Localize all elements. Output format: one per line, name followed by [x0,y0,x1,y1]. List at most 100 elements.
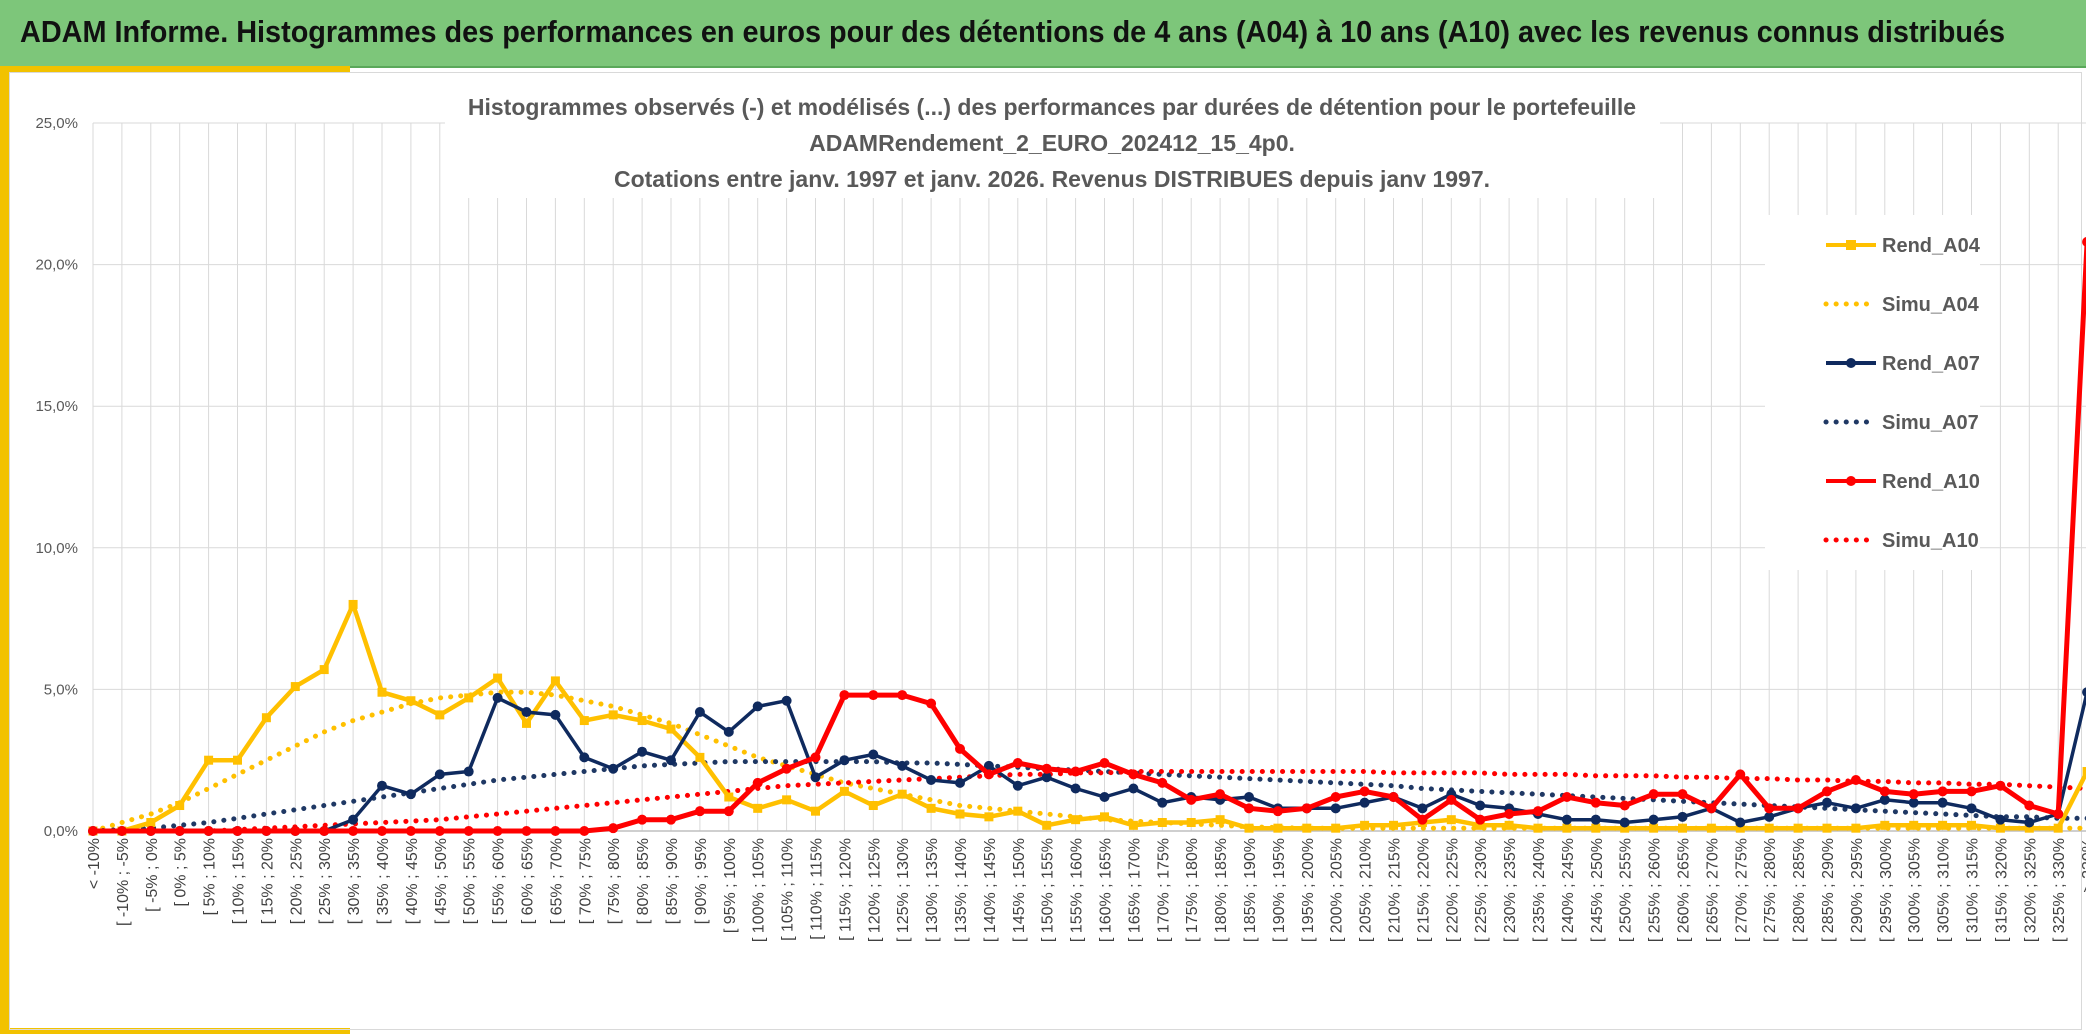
data-point [1042,820,1052,830]
data-point [1591,823,1601,833]
data-point [1648,789,1659,800]
header-banner: ADAM Informe. Histogrammes des performan… [0,0,2086,68]
data-point [1301,803,1312,814]
x-tick-label: [ 105% ; 110% [780,838,797,941]
x-tick-label: [ 275% ; 280% [1762,838,1779,942]
data-point [926,803,936,813]
x-tick-label: [ 160% ; 165% [1098,838,1115,942]
data-point [984,812,994,822]
data-point [810,752,821,763]
data-point [1128,820,1138,830]
legend-item-Rend_A10: Rend_A10 [1826,471,1980,493]
data-point [1186,818,1196,828]
data-point [232,826,243,836]
x-tick-label: [ 295% ; 300% [1878,838,1895,942]
data-point [1909,820,1919,830]
chart-title-line-3: Cotations entre janv. 1997 et janv. 2026… [614,166,1490,192]
data-point [1071,815,1081,825]
series-Rend_A07 [88,687,2086,836]
data-point [493,673,503,683]
x-tick-label: [ 135% ; 140% [953,838,970,942]
data-point [1879,786,1890,797]
data-point [1244,823,1254,833]
data-point [550,826,561,836]
x-tick-label: [ 180% ; 185% [1213,838,1230,942]
data-point [839,755,850,766]
data-point [868,749,879,760]
data-point [88,826,98,836]
data-point [1417,803,1428,814]
data-point [1822,797,1832,808]
data-point [406,696,416,706]
series-Rend_A04 [88,599,2086,836]
x-tick-label: [ 190% ; 195% [1271,838,1288,942]
x-tick-label: [ 20% ; 25% [288,838,305,924]
data-point [724,792,734,802]
data-point [1967,820,1976,830]
data-point [261,713,271,723]
data-point [2082,687,2086,698]
data-point [1533,806,1543,817]
data-point [1157,797,1168,808]
x-tick-label: [ 235% ; 240% [1531,838,1548,942]
x-tick-label: [ 90% ; 95% [693,838,710,924]
data-point [752,777,763,788]
data-point [1012,758,1023,769]
data-point [1966,786,1977,797]
x-tick-label: [ 80% ; 85% [635,838,652,924]
y-tick-label: 5,0% [44,681,78,698]
data-point [1764,803,1775,814]
series-line-Rend_A07 [93,691,2086,833]
data-point [1215,789,1226,800]
data-point [290,682,300,692]
series-line-Rend_A04 [93,602,2086,834]
page-title: ADAM Informe. Histogrammes des performan… [20,14,2006,49]
x-tick-label: [ 155% ; 160% [1069,838,1086,942]
legend-label: Simu_A04 [1882,294,1980,316]
x-tick-label: [ 115% ; 120% [837,838,854,941]
data-point [1908,797,1919,808]
data-point [1706,823,1716,833]
data-point [1041,772,1052,783]
data-point [492,692,503,703]
data-point [1244,792,1254,803]
series-line-Simu_A10 [90,769,2086,834]
data-point [1590,797,1601,808]
data-point [1648,814,1659,825]
x-tick-label: [ 125% ; 130% [895,838,912,942]
legend-background [1765,215,1980,570]
data-point [955,777,965,788]
x-tick-label: [ 35% ; 40% [375,838,392,924]
data-point [1619,817,1630,828]
data-point [1533,823,1543,833]
x-tick-label: [ 200% ; 205% [1329,838,1346,942]
data-point [233,755,242,765]
chart-title-background [445,86,1660,198]
data-point [1590,814,1601,825]
data-point [1937,797,1948,808]
data-point [463,826,474,836]
data-point [1706,803,1717,814]
data-point [550,676,560,686]
data-point [666,814,676,825]
data-point [146,818,156,828]
x-tick-label: > 330% [2080,838,2086,893]
x-tick-label: [ 175% ; 180% [1184,838,1201,942]
data-point [897,690,908,701]
data-point [1735,769,1746,780]
data-point [1099,792,1110,803]
data-point [1937,786,1948,797]
data-point [319,826,330,836]
x-tick-label: < -10% [86,838,103,889]
x-tick-label: [ 245% ; 250% [1589,838,1606,942]
data-point [983,769,994,780]
data-point [2082,237,2086,247]
data-point [608,710,618,720]
chart-title: Histogrammes observés (-) et modélisés (… [468,94,1636,192]
x-tick-label: [ 300% ; 305% [1907,838,1924,942]
data-point [463,766,474,777]
data-point [1764,823,1774,833]
data-point [637,814,648,825]
data-point [1475,814,1486,825]
legend-label: Rend_A07 [1882,353,1980,375]
